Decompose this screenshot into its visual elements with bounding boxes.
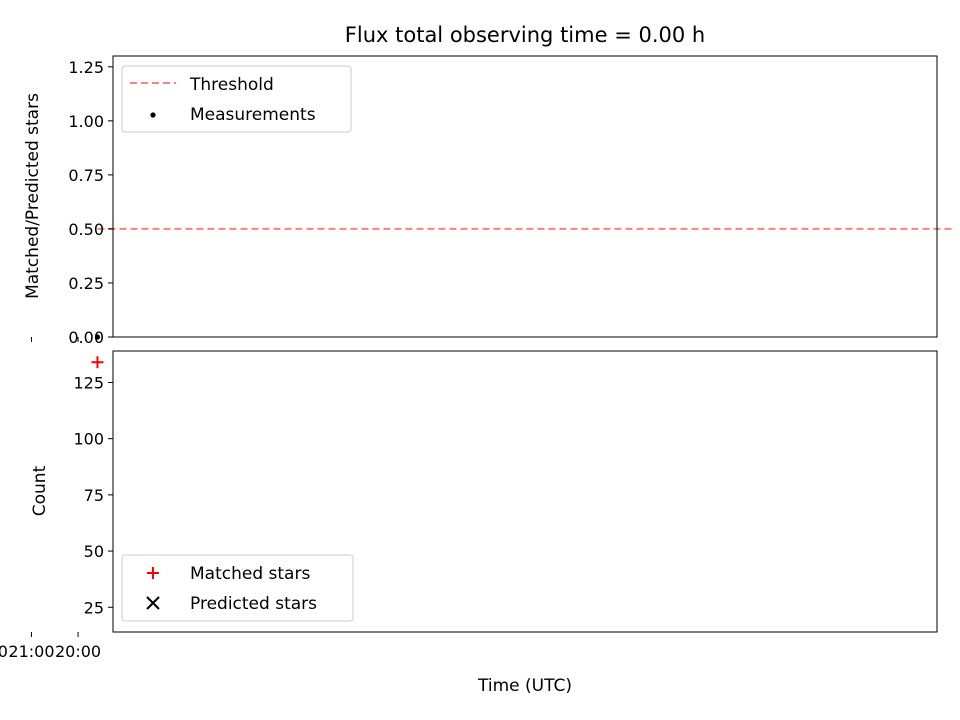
x-tick-label: 20:00 <box>55 642 101 661</box>
ratio-y-tick-label: 0.00 <box>68 328 104 347</box>
count-panel: 25 50 75 100 125 20:0021:0022:0023:0000:0001… <box>0 350 938 696</box>
ratio-panel: 0.00 0.25 0.50 0.75 1.00 1.25 Matched/Predict… <box>23 55 952 347</box>
x-tick-label: 22:00 <box>0 642 8 661</box>
ratio-y-tick-label: 1.00 <box>68 112 104 131</box>
count-panel-y-ticks: 25 50 75 100 125 <box>73 373 113 617</box>
chart-title: Flux total observing time = 0.00 h <box>345 23 705 47</box>
ratio-panel-legend: Threshold Measurements <box>121 65 352 133</box>
ratio-panel-y-ticks: 0.00 0.25 0.50 0.75 1.00 1.25 <box>68 58 113 347</box>
count-y-tick-label: 125 <box>73 373 104 392</box>
matched-legend-swatch <box>147 567 159 579</box>
count-panel-marks <box>91 356 104 369</box>
count-panel-y-label: Count <box>30 465 50 516</box>
measurements-legend-label: Measurements <box>190 105 316 125</box>
x-tick-label: 21:00 <box>8 642 54 661</box>
matched-legend-label: Matched stars <box>190 564 310 584</box>
ratio-legend-box <box>121 65 352 133</box>
measurements-legend-swatch <box>150 112 156 118</box>
x-axis-label: Time (UTC) <box>477 676 572 696</box>
ratio-y-tick-label: 0.50 <box>68 220 104 239</box>
threshold-legend-label: Threshold <box>189 75 274 95</box>
count-y-tick-label: 50 <box>84 542 104 561</box>
count-y-tick-label: 100 <box>73 430 104 449</box>
predicted-legend-label: Predicted stars <box>190 594 317 614</box>
count-y-tick-label: 25 <box>84 598 104 617</box>
count-legend-box <box>121 554 354 622</box>
count-panel-frame <box>112 350 938 633</box>
ratio-panel-y-label: Matched/Predicted stars <box>23 93 43 299</box>
measurement-point <box>94 334 101 340</box>
ratio-y-tick-label: 0.25 <box>68 274 104 293</box>
count-y-tick-label: 75 <box>84 486 104 505</box>
matched-star-point <box>91 356 104 369</box>
ratio-panel-x-ticks <box>30 337 79 342</box>
predicted-legend-swatch <box>146 596 160 610</box>
ratio-panel-frame <box>112 55 938 338</box>
ratio-y-tick-label: 0.75 <box>68 166 104 185</box>
count-panel-legend: Matched stars Predicted stars <box>121 554 354 622</box>
ratio-panel-marks <box>94 227 952 340</box>
ratio-y-tick-label: 1.25 <box>68 58 104 77</box>
